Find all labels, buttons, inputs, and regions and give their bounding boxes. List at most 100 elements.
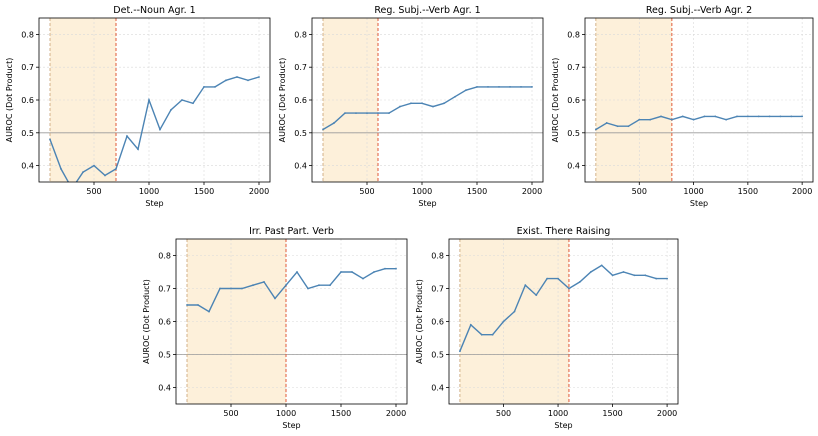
y-tick-label: 0.5 [294, 129, 307, 138]
x-tick-label: 1000 [139, 187, 159, 196]
chart-title: Reg. Subj.--Verb Agr. 2 [646, 5, 752, 16]
y-tick-label: 0.8 [21, 30, 34, 39]
data-point [611, 274, 614, 277]
data-point [208, 310, 210, 313]
y-tick-label: 0.4 [158, 384, 171, 393]
data-point [557, 277, 559, 280]
x-axis-label: Step [145, 199, 163, 208]
x-tick-label: 2000 [522, 187, 542, 196]
data-point [757, 115, 760, 118]
data-point [670, 118, 673, 121]
data-point [801, 115, 804, 118]
data-point [498, 85, 500, 88]
y-tick-label: 0.8 [567, 30, 580, 39]
data-point [322, 128, 324, 131]
data-point [692, 118, 695, 121]
y-tick-label: 0.4 [21, 162, 34, 171]
data-point [340, 271, 342, 273]
data-point [725, 118, 728, 121]
data-point [660, 115, 662, 118]
data-point [148, 99, 150, 101]
data-point [531, 85, 533, 88]
data-line [595, 115, 803, 131]
x-tick-label: 500 [86, 187, 101, 196]
data-point [487, 85, 489, 88]
data-point [115, 167, 117, 170]
chart-panel-4: 500 1000 1500 2000 0.4 0.5 0.6 0.7 0.8 Irr. Past … [142, 226, 408, 430]
data-point [459, 350, 461, 353]
x-axis-label: Step [418, 199, 436, 208]
data-point [388, 112, 390, 115]
y-tick-label: 0.6 [158, 318, 171, 327]
chart-title: Det.--Noun Agr. 1 [113, 5, 195, 16]
data-point [307, 287, 309, 290]
x-tick-label: 1500 [602, 409, 622, 418]
chart-panel-3: 500 1000 1500 2000 0.4 0.5 0.6 0.7 0.8 Reg. Subj.… [551, 5, 814, 208]
data-point [535, 294, 538, 296]
data-point [644, 274, 647, 277]
y-tick-label: 0.7 [567, 63, 580, 72]
data-point [373, 271, 375, 273]
y-tick-label: 0.8 [158, 252, 171, 261]
data-point [230, 287, 232, 290]
y-tick-label: 0.7 [431, 285, 444, 294]
y-tick-label: 0.5 [567, 129, 580, 138]
y-tick-label: 0.8 [294, 30, 307, 39]
data-point [655, 277, 658, 280]
y-tick-label: 0.5 [21, 129, 34, 138]
x-tick-label: 500 [223, 409, 238, 418]
y-tick-label: 0.4 [567, 162, 580, 171]
data-point [181, 99, 183, 101]
data-point [768, 115, 771, 118]
data-point [622, 271, 625, 273]
data-point [714, 115, 717, 118]
x-tick-label: 1500 [331, 409, 351, 418]
chart-panel-5: 500 1000 1500 2000 0.4 0.5 0.6 0.7 0.8 Exist. The… [415, 226, 679, 430]
x-axis-label: Step [554, 421, 572, 430]
data-point [399, 105, 401, 108]
x-tick-label: 1500 [738, 187, 758, 196]
data-point [469, 323, 472, 326]
data-point [779, 115, 782, 118]
x-tick-label: 1000 [683, 187, 703, 196]
data-point [82, 171, 84, 174]
y-axis-label: AUROC (Dot Product) [551, 58, 560, 143]
y-tick-label: 0.7 [21, 63, 34, 72]
data-point [454, 95, 456, 98]
data-point [318, 284, 320, 287]
data-point [247, 79, 249, 82]
data-point [568, 287, 570, 290]
y-tick-label: 0.6 [294, 96, 307, 105]
data-point [681, 115, 684, 118]
data-point [366, 112, 368, 115]
data-point [186, 304, 188, 306]
y-axis-label: AUROC (Dot Product) [415, 279, 424, 364]
y-tick-label: 0.6 [21, 96, 34, 105]
y-tick-label: 0.4 [294, 162, 307, 171]
data-point [384, 267, 386, 270]
x-tick-label: 500 [632, 187, 647, 196]
data-point [605, 122, 608, 124]
data-point [93, 164, 95, 167]
y-tick-label: 0.6 [431, 318, 444, 327]
data-point [703, 115, 706, 118]
data-point [137, 148, 139, 151]
data-point [236, 76, 238, 78]
data-point [491, 333, 494, 336]
data-point [355, 112, 357, 115]
y-axis-label: AUROC (Dot Product) [278, 58, 287, 143]
data-point [421, 102, 423, 105]
data-point [296, 271, 298, 273]
data-point [333, 122, 335, 124]
data-point [285, 284, 287, 287]
y-tick-label: 0.5 [431, 351, 444, 360]
data-point [377, 112, 379, 115]
data-point [351, 271, 353, 273]
x-tick-label: 2000 [792, 187, 812, 196]
data-point [638, 118, 641, 121]
chart-title: Irr. Past Part. Verb [249, 226, 334, 237]
data-point [520, 85, 522, 88]
data-point [71, 188, 73, 190]
data-point [258, 76, 260, 78]
